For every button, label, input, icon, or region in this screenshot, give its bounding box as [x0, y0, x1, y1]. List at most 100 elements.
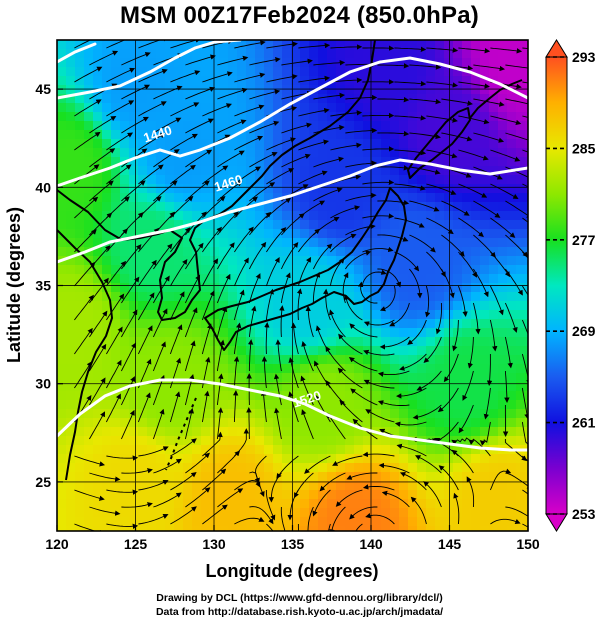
streamline — [329, 506, 346, 531]
streamline — [305, 305, 314, 338]
streamline — [458, 47, 491, 54]
streamline — [337, 367, 363, 389]
streamline — [185, 242, 204, 270]
streamline — [345, 94, 378, 101]
streamline — [216, 306, 228, 338]
streamline — [313, 187, 343, 202]
streamline — [361, 269, 387, 287]
streamline — [313, 92, 346, 100]
streamline — [522, 285, 528, 296]
streamline — [414, 455, 442, 474]
streamline — [169, 391, 181, 423]
streamline — [249, 471, 265, 497]
height-contours — [57, 40, 528, 452]
streamline — [505, 98, 528, 105]
streamline — [169, 291, 185, 321]
streamline — [473, 268, 489, 298]
streamline — [458, 251, 478, 278]
streamline — [202, 431, 223, 457]
streamline — [363, 379, 395, 389]
streamline — [466, 476, 475, 508]
streamline — [249, 120, 280, 134]
x-tick-label: 135 — [281, 536, 305, 552]
colorbar-tick-label: 253 — [572, 506, 596, 522]
streamline — [412, 404, 442, 420]
streamline — [184, 340, 196, 372]
streamline — [185, 118, 214, 134]
streamline — [399, 472, 427, 491]
streamline — [184, 407, 195, 440]
streamline — [247, 339, 254, 371]
streamline — [280, 272, 291, 304]
streamline — [287, 489, 299, 521]
streamline — [268, 472, 282, 503]
streamline — [379, 336, 410, 350]
streamline — [106, 455, 139, 461]
streamline — [249, 152, 278, 168]
streamline — [313, 156, 345, 168]
streamline — [330, 44, 363, 50]
streamline — [395, 387, 427, 399]
streamline — [202, 71, 233, 83]
streamline — [458, 217, 484, 238]
streamline — [486, 354, 493, 386]
streamline — [489, 468, 512, 491]
streamline — [89, 50, 119, 66]
streamline — [234, 226, 254, 253]
streamline — [425, 285, 431, 318]
x-tick-label: 120 — [45, 536, 69, 552]
streamline — [505, 506, 528, 517]
streamline — [138, 40, 169, 49]
streamline — [153, 85, 183, 100]
streamline — [234, 40, 266, 49]
streamline — [458, 149, 489, 161]
streamline — [201, 390, 210, 423]
streamline — [325, 346, 346, 372]
streamline — [335, 489, 363, 507]
streamline — [473, 200, 501, 218]
streamline — [338, 333, 363, 355]
streamline — [379, 285, 396, 312]
streamline — [153, 458, 182, 474]
streamline — [170, 438, 197, 457]
streamline — [276, 455, 299, 479]
streamline — [522, 251, 528, 259]
streamline — [489, 285, 504, 316]
streamline — [437, 387, 459, 413]
streamline — [521, 387, 528, 420]
streamline — [394, 421, 427, 427]
streamline — [472, 302, 481, 335]
streamline — [106, 260, 127, 287]
streamline — [441, 98, 473, 106]
x-tick-label: 125 — [124, 536, 148, 552]
streamline — [106, 40, 136, 49]
streamline — [409, 132, 441, 140]
streamline — [89, 506, 121, 516]
streamline — [426, 149, 458, 159]
streamline — [74, 361, 92, 389]
streamline — [362, 451, 395, 458]
colorbar-max-triangle — [545, 39, 568, 58]
streamline — [349, 323, 378, 338]
streamline — [328, 523, 331, 531]
streamline — [232, 390, 239, 423]
streamline — [467, 336, 474, 369]
streamline — [266, 168, 295, 185]
streamline — [365, 513, 395, 525]
streamline — [426, 115, 458, 123]
streamline — [300, 375, 314, 406]
streamline — [153, 117, 182, 134]
streamline — [298, 75, 331, 83]
streamline — [105, 393, 121, 423]
streamline — [313, 60, 346, 66]
x-tick-label: 140 — [359, 536, 383, 552]
streamline — [234, 166, 262, 185]
streamline — [266, 74, 298, 83]
streamline — [343, 294, 363, 321]
streamline — [217, 488, 244, 508]
streamline — [329, 309, 346, 338]
streamline — [265, 288, 274, 321]
streamline — [74, 261, 96, 287]
streamline — [106, 359, 122, 389]
streamline — [490, 115, 522, 126]
